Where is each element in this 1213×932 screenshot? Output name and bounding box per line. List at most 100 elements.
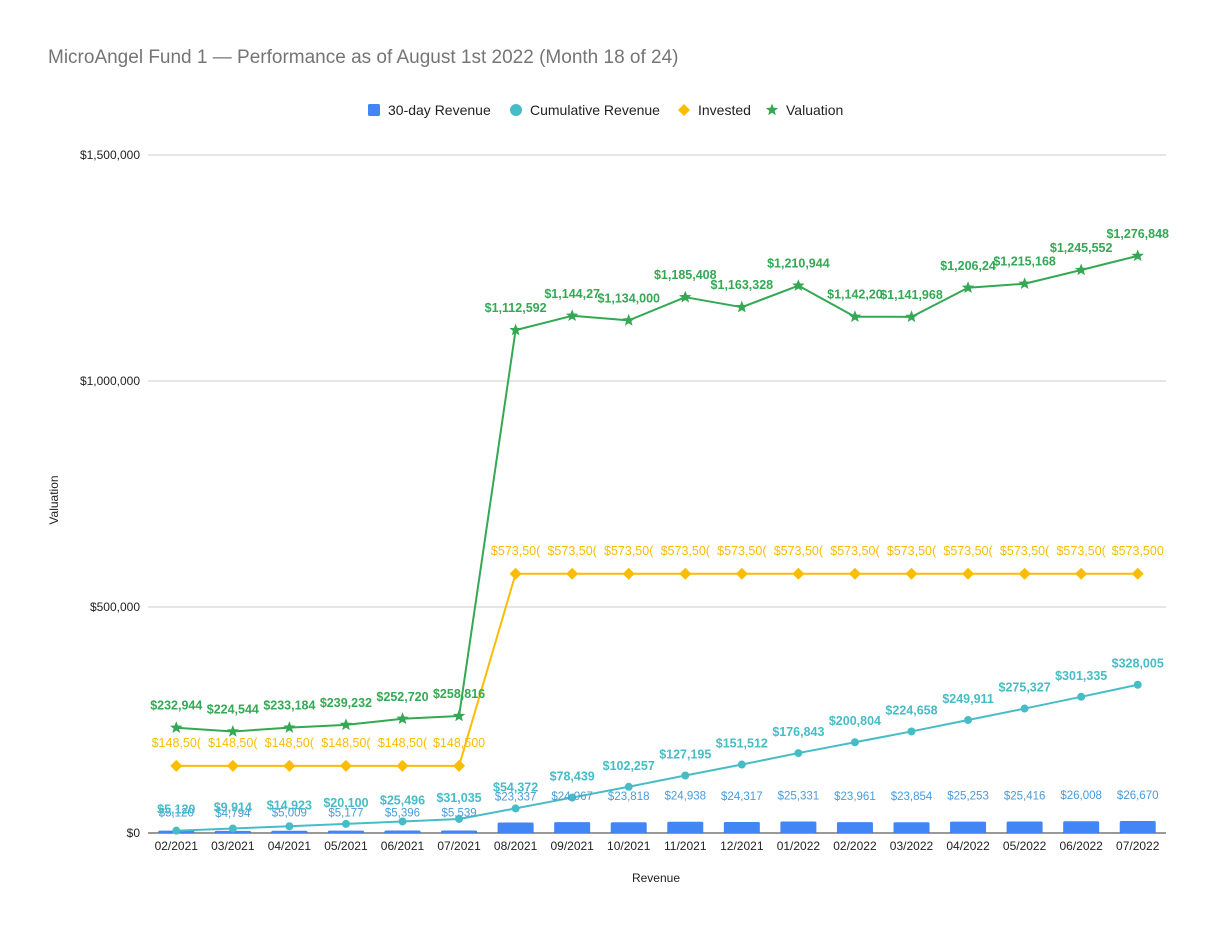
cumulative-revenue-label: $151,512 xyxy=(716,737,768,751)
cumulative-revenue-label: $9,914 xyxy=(214,801,252,815)
cumulative-revenue-point xyxy=(285,822,294,831)
valuation-label: $1,210,944 xyxy=(767,257,830,271)
invested-point xyxy=(453,759,466,772)
cumulative-revenue-point xyxy=(398,817,407,826)
cumulative-revenue-point xyxy=(964,716,973,725)
bar xyxy=(723,822,760,833)
invested-label: $148,50( xyxy=(208,736,258,750)
legend-swatch xyxy=(765,103,779,116)
x-tick-label: 02/2021 xyxy=(155,839,199,853)
invested-point xyxy=(962,567,975,580)
cumulative-revenue-label: $5,120 xyxy=(157,803,195,817)
cumulative-revenue-point xyxy=(455,814,464,823)
x-axis-ticks: 02/2021 03/2021 04/2021 05/2021 06/2021 07/20… xyxy=(155,839,1160,853)
x-tick-label: 08/2021 xyxy=(494,839,538,853)
cumulative-revenue-label: $176,843 xyxy=(772,725,824,739)
bar xyxy=(610,822,647,833)
valuation-label: $252,720 xyxy=(376,690,428,704)
invested-point xyxy=(1075,567,1088,580)
x-tick-label: 05/2021 xyxy=(324,839,368,853)
cumulative-revenue-point xyxy=(172,826,181,835)
line-series xyxy=(176,254,1138,832)
legend-swatch xyxy=(368,104,380,116)
cumulative-revenue-point xyxy=(568,793,577,802)
valuation-label: $233,184 xyxy=(263,699,315,713)
legend-item-30-day-revenue: 30-day Revenue xyxy=(368,102,491,118)
invested-label: $573,50( xyxy=(604,544,654,558)
invested-label: $148,50( xyxy=(152,736,202,750)
cumulative-revenue-label: $102,257 xyxy=(603,759,655,773)
valuation-label: $1,134,000 xyxy=(597,291,660,305)
x-tick-label: 07/2022 xyxy=(1116,839,1160,853)
y-tick-label: $0 xyxy=(127,826,141,840)
bar xyxy=(780,821,817,833)
valuation-point xyxy=(1131,249,1144,262)
cumulative-revenue-label: $78,439 xyxy=(550,770,595,784)
legend-label: 30-day Revenue xyxy=(388,102,491,118)
valuation-point xyxy=(226,725,240,737)
valuation-point xyxy=(1018,277,1031,289)
cumulative-revenue-label: $127,195 xyxy=(659,748,711,762)
cumulative-revenue-label: $249,911 xyxy=(942,692,993,706)
cumulative-revenue-point xyxy=(624,782,633,791)
cumulative-revenue-point xyxy=(228,824,237,833)
bar-value-label: $25,253 xyxy=(947,791,989,803)
invested-point xyxy=(792,567,805,580)
y-tick-label: $1,000,000 xyxy=(80,374,140,388)
legend-label: Cumulative Revenue xyxy=(530,102,660,118)
x-tick-label: 09/2021 xyxy=(550,839,594,853)
valuation-point xyxy=(170,721,183,733)
x-tick-label: 12/2021 xyxy=(720,839,764,853)
invested-label: $573,50( xyxy=(1000,544,1050,558)
legend: 30-day Revenue Cumulative Revenue Invested… xyxy=(368,102,843,118)
legend-item-cumulative-revenue: Cumulative Revenue xyxy=(510,102,660,118)
cumulative-revenue-label: $31,035 xyxy=(436,791,481,805)
legend-swatch xyxy=(678,104,690,116)
y-tick-label: $1,500,000 xyxy=(80,148,140,162)
y-axis-title: Valuation xyxy=(47,475,61,524)
bar-value-label: $25,416 xyxy=(1004,791,1046,803)
bar-value-label: $23,854 xyxy=(891,791,933,803)
bar xyxy=(667,821,704,833)
valuation-point xyxy=(565,309,579,322)
valuation-point xyxy=(848,310,862,322)
invested-label: $573,50( xyxy=(547,544,597,558)
valuation-point xyxy=(283,721,296,733)
bar xyxy=(384,830,421,833)
bar xyxy=(554,822,591,833)
invested-point xyxy=(1131,567,1144,580)
cumulative-revenue-point xyxy=(1020,704,1029,713)
invested-point xyxy=(283,759,296,772)
valuation-point xyxy=(339,718,353,731)
bar xyxy=(497,822,534,833)
bar-value-label: $26,670 xyxy=(1117,790,1159,802)
invested-point xyxy=(679,567,692,580)
bar-value-label: $5,396 xyxy=(385,808,420,820)
valuation-point xyxy=(792,279,805,291)
cumulative-revenue-label: $301,335 xyxy=(1055,669,1107,683)
cumulative-revenue-point xyxy=(681,771,690,780)
legend-label: Valuation xyxy=(786,102,843,118)
cumulative-revenue-label: $20,100 xyxy=(323,796,368,810)
invested-point xyxy=(396,759,409,772)
bar-value-label: $24,067 xyxy=(551,791,593,803)
x-tick-label: 11/2021 xyxy=(664,839,707,853)
invested-label: $573,50( xyxy=(943,544,993,558)
valuation-point xyxy=(679,290,692,303)
invested-point xyxy=(339,759,352,772)
bar-value-label: $23,961 xyxy=(834,791,876,803)
bar xyxy=(836,822,873,833)
valuation-label: $1,144,27 xyxy=(544,287,600,301)
legend-label: Invested xyxy=(698,102,751,118)
valuation-label: $1,206,24 xyxy=(940,259,996,273)
gridlines xyxy=(148,154,1166,834)
valuation-point xyxy=(735,300,749,313)
invested-point xyxy=(509,567,522,580)
valuation-point xyxy=(622,313,635,326)
invested-label: $573,50( xyxy=(661,544,711,558)
cumulative-revenue-point xyxy=(907,727,916,736)
bar xyxy=(271,830,308,833)
valuation-label: $1,142,20 xyxy=(827,288,883,302)
valuation-label: $1,276,848 xyxy=(1106,227,1169,241)
valuation-label: $1,141,968 xyxy=(880,288,943,302)
